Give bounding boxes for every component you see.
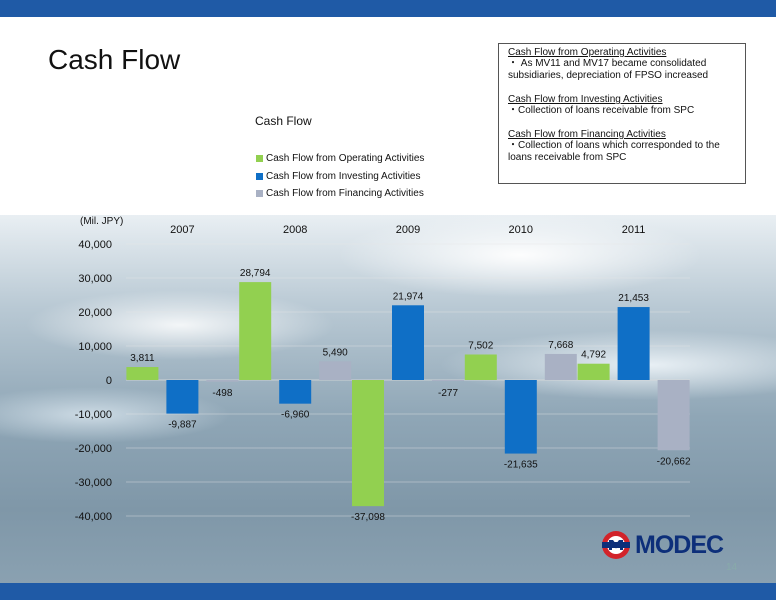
legend-label-financing: Cash Flow from Financing Activities: [266, 188, 424, 200]
data-label-investing-2009: 21,974: [393, 291, 424, 302]
legend-swatch-financing: [256, 190, 263, 198]
logo-text: MODEC: [635, 531, 724, 559]
data-label-financing-2007: -498: [212, 388, 232, 399]
category-label-2009: 2009: [396, 224, 420, 236]
bar-financing-2007: [206, 380, 239, 382]
bar-operating-2010: [464, 354, 497, 380]
bar-financing-2009: [432, 380, 464, 381]
financing-note-text: ・Collection of loans which corresponded …: [508, 140, 720, 163]
page-number: 14: [726, 562, 738, 573]
top-bar: [0, 0, 776, 17]
legend-item-operating: Cash Flow from Operating Activities: [256, 150, 424, 168]
data-label-operating-2011: 4,792: [581, 350, 606, 361]
y-tick-label: 10,000: [78, 341, 112, 353]
bottom-bar: [0, 583, 776, 600]
bar-operating-2011: [577, 363, 610, 380]
y-tick-label: -10,000: [75, 409, 112, 421]
data-label-financing-2009: -277: [438, 388, 458, 399]
category-label-2011: 2011: [622, 224, 646, 236]
data-label-investing-2011: 21,453: [618, 293, 649, 304]
y-tick-label: 0: [106, 375, 112, 387]
notes-box: Cash Flow from Operating Activities ・ As…: [498, 43, 746, 184]
background-sea-image: [0, 215, 776, 583]
bar-operating-2007: [126, 367, 159, 380]
bar-financing-2008: [319, 361, 352, 380]
data-label-financing-2011: -20,662: [657, 456, 691, 467]
bar-operating-2008: [239, 282, 272, 380]
legend-item-financing: Cash Flow from Financing Activities: [256, 185, 424, 203]
y-tick-label: 30,000: [78, 273, 112, 285]
modec-logo-icon: [602, 531, 630, 559]
data-label-operating-2007: 3,811: [130, 353, 155, 364]
legend-label-operating: Cash Flow from Operating Activities: [266, 153, 425, 165]
chart-title: Cash Flow: [255, 114, 312, 128]
legend-swatch-operating: [256, 155, 263, 163]
investing-note-text: ・Collection of loans receivable from SPC: [508, 105, 695, 116]
data-label-investing-2008: -6,960: [281, 410, 310, 421]
financing-note-heading: Cash Flow from Financing Activities: [508, 129, 666, 140]
y-axis-unit-label: (Mil. JPY): [80, 216, 124, 227]
category-label-2008: 2008: [283, 224, 307, 236]
data-label-financing-2010: 7,668: [548, 340, 573, 351]
data-label-investing-2007: -9,887: [168, 420, 197, 431]
investing-note-heading: Cash Flow from Investing Activities: [508, 94, 663, 105]
chart-legend: Cash Flow from Operating Activities Cash…: [256, 150, 424, 203]
category-label-2007: 2007: [170, 224, 194, 236]
bar-investing-2011: [617, 307, 650, 380]
y-tick-label: -20,000: [75, 443, 112, 455]
y-tick-label: -30,000: [75, 477, 112, 489]
data-label-operating-2009: -37,098: [351, 512, 385, 523]
legend-label-investing: Cash Flow from Investing Activities: [266, 170, 421, 182]
legend-item-investing: Cash Flow from Investing Activities: [256, 168, 424, 186]
bar-investing-2007: [166, 380, 199, 414]
operating-note-text: ・ As MV11 and MV17 became consolidated s…: [508, 58, 709, 81]
legend-swatch-investing: [256, 172, 263, 180]
bar-investing-2009: [392, 305, 424, 380]
bar-financing-2010: [544, 353, 577, 380]
data-label-financing-2008: 5,490: [323, 347, 348, 358]
category-label-2010: 2010: [509, 224, 533, 236]
bar-financing-2011: [657, 380, 690, 451]
data-label-investing-2010: -21,635: [504, 460, 538, 471]
y-tick-label: -40,000: [75, 511, 112, 523]
y-tick-label: 20,000: [78, 307, 112, 319]
page-title: Cash Flow: [48, 44, 181, 75]
data-label-operating-2010: 7,502: [468, 340, 493, 351]
bar-operating-2009: [352, 380, 384, 507]
operating-note-heading: Cash Flow from Operating Activities: [508, 47, 667, 58]
data-label-operating-2008: 28,794: [240, 268, 271, 279]
bar-investing-2008: [279, 380, 312, 404]
y-tick-label: 40,000: [78, 239, 112, 251]
bar-investing-2010: [504, 380, 537, 454]
